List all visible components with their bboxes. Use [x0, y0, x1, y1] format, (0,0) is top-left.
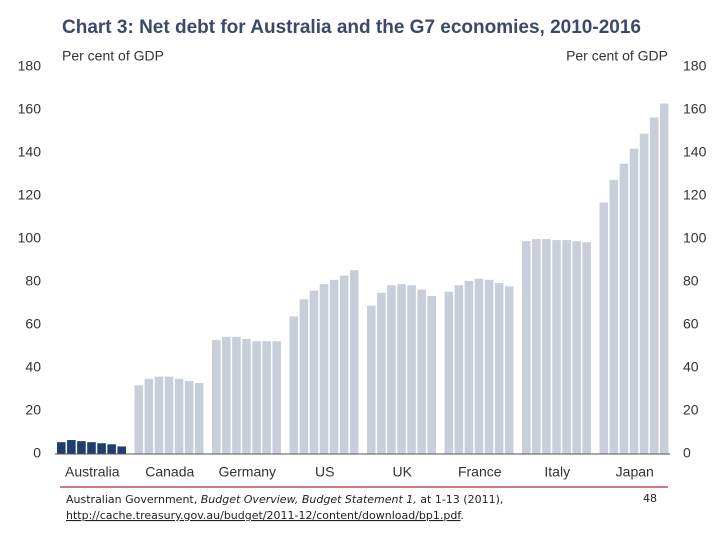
bar [289, 316, 299, 454]
bar [309, 290, 319, 454]
bar [542, 239, 551, 454]
x-tick-label: Canada [145, 464, 194, 480]
bar [417, 289, 426, 454]
bar [639, 133, 649, 454]
bar [57, 442, 66, 454]
footer-link: http://cache.treasury.gov.au/budget/2011… [66, 509, 464, 522]
x-tick-label: Australia [65, 464, 120, 480]
bar [262, 341, 271, 454]
x-tick-label: France [458, 464, 502, 480]
bar [474, 278, 484, 454]
footer-author: Australian Government, [66, 493, 201, 506]
y2-tick-label: 60 [683, 316, 699, 332]
bar [299, 299, 309, 454]
bar [377, 292, 386, 454]
y-tick-label: 140 [18, 144, 42, 160]
y-tick-label: 180 [18, 58, 42, 74]
bar [582, 242, 591, 454]
y2-axis-label: Per cent of GDP [566, 48, 668, 64]
bar [552, 240, 561, 454]
y2-tick-label: 160 [683, 101, 707, 117]
bar [562, 240, 571, 454]
bar [454, 285, 464, 454]
bar [387, 285, 396, 454]
bar [67, 440, 76, 454]
bar [397, 284, 406, 454]
bar [349, 270, 359, 454]
footer-work: Budget Overview, Budget Statement 1, [201, 493, 417, 506]
bar [609, 179, 619, 454]
y2-tick-label: 0 [683, 445, 691, 461]
footer-end: . [460, 509, 464, 522]
y-tick-label: 0 [33, 445, 41, 461]
chart-title: Chart 3: Net debt for Australia and the … [62, 17, 641, 38]
y2-tick-label: 40 [683, 359, 699, 375]
x-tick-label: Italy [544, 464, 570, 480]
bar [222, 336, 231, 454]
bar [174, 378, 184, 454]
y-axis-label: Per cent of GDP [62, 48, 164, 64]
bar [194, 383, 204, 454]
y-tick-label: 20 [25, 402, 41, 418]
bar [367, 305, 376, 454]
bar [522, 241, 531, 454]
bar [494, 283, 504, 454]
bar [659, 103, 669, 455]
bar [242, 338, 251, 454]
x-tick-label: Germany [218, 464, 276, 480]
bar [599, 202, 609, 454]
bar [232, 336, 241, 454]
bar [164, 376, 174, 454]
x-tick-label: UK [393, 464, 413, 480]
y2-tick-label: 180 [683, 58, 707, 74]
bar [107, 444, 116, 454]
y2-tick-label: 20 [683, 402, 699, 418]
bar [629, 148, 639, 454]
bar [484, 279, 494, 454]
bar [184, 380, 194, 454]
bar [319, 284, 329, 454]
bar [427, 295, 436, 454]
footer-cite: at 1-13 (2011), [417, 493, 504, 506]
bar [154, 376, 164, 454]
footer-url[interactable]: http://cache.treasury.gov.au/budget/2011… [66, 509, 462, 522]
bar [572, 241, 581, 454]
bar [117, 446, 126, 454]
bar [77, 441, 86, 454]
y-tick-label: 80 [25, 273, 41, 289]
bar [329, 279, 339, 454]
bar [97, 443, 106, 454]
bar [504, 286, 514, 454]
bar [649, 117, 659, 455]
bar [252, 341, 261, 454]
bar [339, 275, 349, 454]
bar [87, 442, 96, 454]
x-tick-label: Japan [616, 464, 654, 480]
y2-tick-label: 140 [683, 144, 707, 160]
bar [212, 340, 221, 454]
bar [272, 341, 281, 454]
x-tick-label: US [315, 464, 334, 480]
y2-tick-label: 120 [683, 187, 707, 203]
bar [407, 285, 416, 454]
bar [144, 378, 154, 454]
y2-tick-label: 100 [683, 230, 707, 246]
page-number: 48 [643, 492, 657, 505]
bar [619, 163, 629, 454]
y-tick-label: 40 [25, 359, 41, 375]
y-tick-label: 60 [25, 316, 41, 332]
y-tick-label: 160 [18, 101, 42, 117]
footer-citation: Australian Government, Budget Overview, … [66, 493, 503, 506]
bar [444, 291, 454, 454]
y-tick-label: 120 [18, 187, 42, 203]
y2-tick-label: 80 [683, 273, 699, 289]
bar [532, 239, 541, 454]
y-tick-label: 100 [18, 230, 42, 246]
bar [134, 385, 144, 454]
bar [464, 280, 474, 454]
